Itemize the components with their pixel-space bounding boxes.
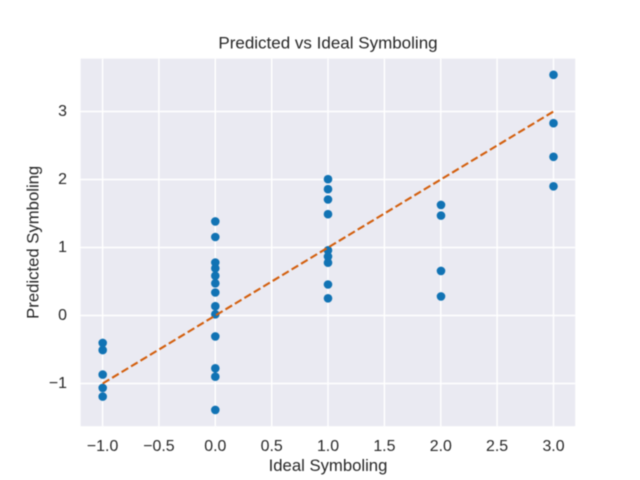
- svg-text:Predicted vs Ideal Symboling: Predicted vs Ideal Symboling: [218, 34, 437, 53]
- svg-text:Ideal Symboling: Ideal Symboling: [269, 456, 388, 475]
- svg-text:2.0: 2.0: [430, 438, 452, 455]
- svg-text:2.5: 2.5: [486, 438, 508, 455]
- svg-text:1.0: 1.0: [317, 438, 339, 455]
- svg-text:3: 3: [58, 103, 67, 120]
- svg-text:3.0: 3.0: [542, 438, 564, 455]
- svg-text:−0.5: −0.5: [143, 438, 175, 455]
- svg-text:−1: −1: [49, 375, 67, 392]
- svg-text:0.0: 0.0: [204, 438, 226, 455]
- svg-text:−1.0: −1.0: [87, 438, 119, 455]
- svg-text:0.5: 0.5: [261, 438, 283, 455]
- svg-text:1.5: 1.5: [373, 438, 395, 455]
- svg-text:Predicted Symboling: Predicted Symboling: [23, 166, 42, 319]
- svg-text:2: 2: [58, 171, 67, 188]
- svg-text:0: 0: [58, 307, 67, 324]
- svg-text:1: 1: [58, 239, 67, 256]
